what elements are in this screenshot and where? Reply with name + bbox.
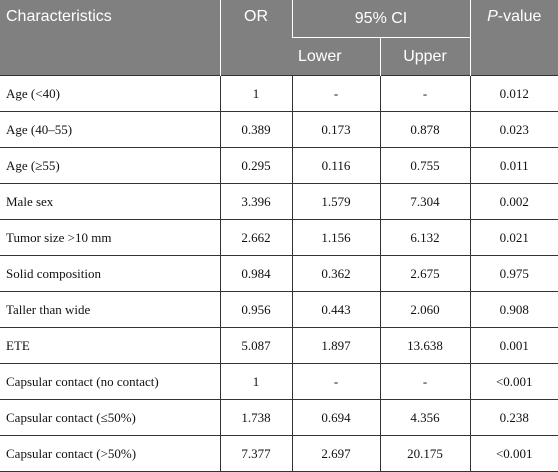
table-cell: 0.295 (219, 147, 293, 184)
table-cell: 0.908 (469, 291, 558, 328)
table-cell: 0.001 (469, 327, 558, 364)
table-cell: 0.238 (469, 399, 558, 436)
table-cell: 0.755 (379, 147, 471, 184)
table-cell: 0.011 (469, 147, 558, 184)
table-cell: Capsular contact (no contact) (0, 363, 221, 400)
header-row: Characteristics OR 95% CI P-value (0, 0, 558, 76)
table-cell: 0.002 (469, 183, 558, 220)
table-cell: 2.697 (291, 435, 381, 472)
table-cell: 0.694 (291, 399, 381, 436)
table-cell: 1.738 (219, 399, 293, 436)
table-row: Capsular contact (≤50%) 1.738 0.694 4.356 0.… (0, 399, 558, 436)
table-cell: Age (≥55) (0, 147, 221, 184)
table-cell: 1.156 (291, 219, 381, 256)
header-cell: OR (219, 0, 292, 76)
table-body: Age (<40) 1- -0.012 Age (40–55) 0.389 0.173 0.… (0, 75, 558, 472)
table-row: ETE 5.087 1.897 13.638 0.001 (0, 327, 558, 364)
table-cell: 0.362 (291, 255, 381, 292)
table-row: Taller than wide 0.956 0.443 2.060 0.908 (0, 291, 558, 328)
table-cell: Age (<40) (0, 75, 221, 112)
table-cell: 4.356 (379, 399, 471, 436)
table-cell: 0.116 (291, 147, 381, 184)
table-cell: 0.443 (291, 291, 381, 328)
table-cell: 1 (219, 363, 293, 400)
table-cell: 2.662 (219, 219, 293, 256)
table-cell: - (291, 363, 381, 400)
table-cell: 13.638 (379, 327, 471, 364)
table-cell: Capsular contact (>50%) (0, 435, 221, 472)
table-row: Age (<40) 1- -0.012 (0, 75, 558, 112)
table-header: Characteristics OR 95% CI P-value Lower … (0, 0, 558, 76)
header-cell: P-value (469, 0, 558, 76)
table-cell: ETE (0, 327, 221, 364)
table-cell: 1.579 (291, 183, 381, 220)
header-text: -value (497, 8, 542, 25)
table-cell: <0.001 (469, 435, 558, 472)
table-cell: <0.001 (469, 363, 558, 400)
table-cell: 0.173 (291, 111, 381, 148)
header-row: Lower Upper (0, 37, 558, 76)
table-cell: 0.975 (469, 255, 558, 292)
table-cell: 0.984 (219, 255, 293, 292)
header-cell: 95% CI (291, 0, 470, 38)
table-cell: 0.012 (469, 75, 558, 112)
table-cell: 1 (219, 75, 293, 112)
table-cell: 0.023 (469, 111, 558, 148)
table-cell: 0.878 (379, 111, 471, 148)
table-cell: 7.377 (219, 435, 293, 472)
table-cell: 2.675 (379, 255, 471, 292)
table-cell: Solid composition (0, 255, 221, 292)
table-cell: Capsular contact (≤50%) (0, 399, 221, 436)
table-cell: - (379, 75, 471, 112)
table-row: Solid composition 0.984 0.362 2.675 0.975 (0, 255, 558, 292)
header-cell: Characteristics (0, 0, 220, 76)
table-cell: - (291, 75, 381, 112)
table-cell: 3.396 (219, 183, 293, 220)
table-cell: Taller than wide (0, 291, 221, 328)
table-row: Capsular contact (no contact) 1- - <0.001 (0, 363, 558, 400)
table-cell: 5.087 (219, 327, 293, 364)
table-row: Capsular contact (>50%) 7.377 2.697 20.175 <… (0, 435, 558, 472)
table-cell: 7.304 (379, 183, 471, 220)
table-cell: 2.060 (379, 291, 471, 328)
table-cell: - (379, 363, 471, 400)
table-cell: 6.132 (379, 219, 471, 256)
table-cell: 0.956 (219, 291, 293, 328)
table-row: Age (40–55) 0.389 0.173 0.878 0.023 (0, 111, 558, 148)
table-cell: 1.897 (291, 327, 381, 364)
table-cell: 0.021 (469, 219, 558, 256)
header-cell: Lower (292, 37, 380, 76)
table-row: Male sex 3.396 1.579 7.304 0.002 (0, 183, 558, 220)
table-cell: Tumor size >10 mm (0, 219, 221, 256)
table-cell: Age (40–55) (0, 111, 221, 148)
table-cell: 20.175 (379, 435, 471, 472)
header-text: P (487, 8, 498, 25)
header-cell: Upper (379, 37, 470, 76)
table-cell: 0.389 (219, 111, 293, 148)
table-row: Age (≥55) 0.295 0.116 0.755 0.011 (0, 147, 558, 184)
table-row: Tumor size >10 mm 2.662 1.156 6.132 0.021 (0, 219, 558, 256)
table-cell: Male sex (0, 183, 221, 220)
